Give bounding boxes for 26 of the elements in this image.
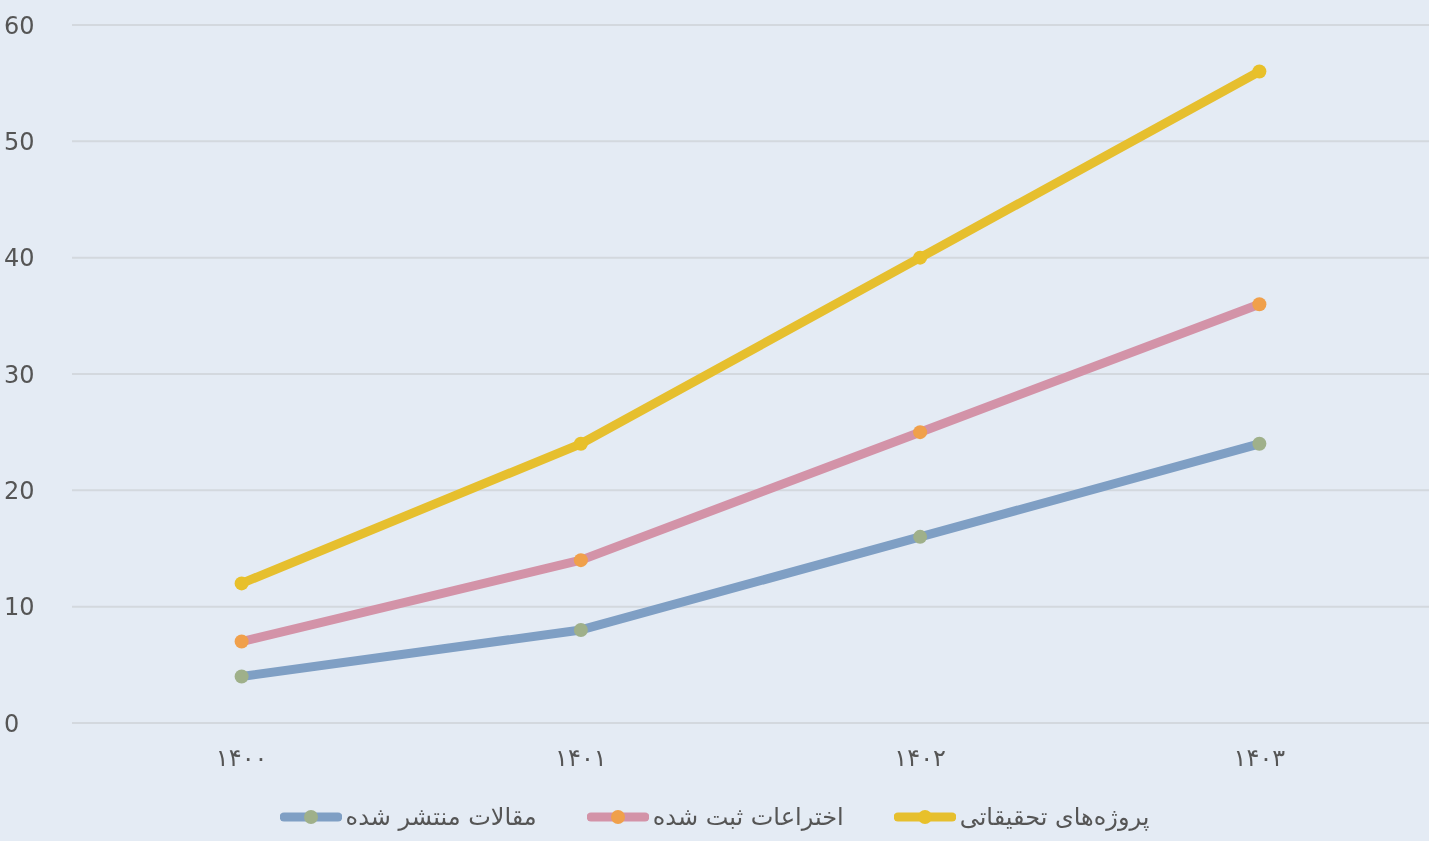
y-tick-label: 40 [4,244,35,273]
point [234,634,249,649]
y-tick-label: 10 [4,593,35,622]
point [1252,436,1267,451]
point [573,553,588,568]
y-tick-label: 50 [4,127,35,156]
y-tick-label: 20 [4,476,35,505]
x-tick-label: ۱۴۰۳ [1233,744,1286,773]
point [573,622,588,637]
y-tick-label: 30 [4,360,35,389]
legend-label: مقالات منتشر شده [345,803,537,831]
point [1252,297,1267,312]
point [234,669,249,684]
point [913,250,928,265]
point [913,529,928,544]
point [234,576,249,591]
legend-label: پروژه‌های تحقیقاتی [959,803,1150,831]
point [573,436,588,451]
y-tick-label: 60 [4,11,35,40]
x-tick-label: ۱۴۰۰ [215,744,268,773]
legend-label: اختراعات ثبت شده [652,803,844,831]
point [1252,64,1267,79]
point [913,425,928,440]
y-tick-label: 0 [4,709,20,738]
x-tick-label: ۱۴۰۲ [894,744,946,773]
x-tick-label: ۱۴۰۱ [555,744,607,773]
